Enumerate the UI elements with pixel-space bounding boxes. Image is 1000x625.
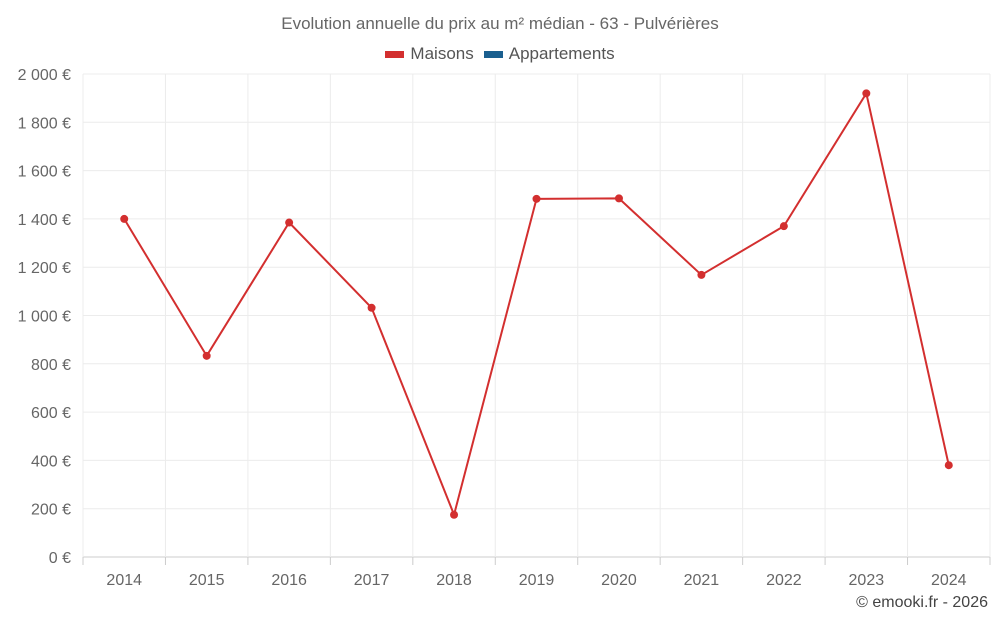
y-tick-label: 1 200 € xyxy=(18,260,71,277)
legend-label-maisons: Maisons xyxy=(410,44,474,63)
credit: © emooki.fr - 2026 xyxy=(856,594,988,611)
data-point-maisons xyxy=(367,303,376,312)
y-tick-label: 1 600 € xyxy=(18,164,71,181)
y-tick-label: 600 € xyxy=(31,405,71,422)
x-tick-label: 2023 xyxy=(849,572,885,589)
y-tick-label: 800 € xyxy=(31,357,71,374)
x-tick-label: 2017 xyxy=(354,572,390,589)
legend-label-appartements: Appartements xyxy=(508,44,615,63)
y-tick-label: 0 € xyxy=(49,550,71,567)
data-point-maisons xyxy=(944,461,953,470)
x-tick-label: 2022 xyxy=(766,572,802,589)
y-tick-label: 1 000 € xyxy=(18,309,71,326)
y-tick-label: 1 800 € xyxy=(18,115,71,132)
data-point-maisons xyxy=(120,214,129,223)
y-tick-label: 1 400 € xyxy=(18,212,71,229)
legend: Maisons Appartements xyxy=(0,44,1000,64)
x-tick-label: 2015 xyxy=(189,572,225,589)
legend-swatch-appartements xyxy=(483,50,503,58)
x-tick-label: 2014 xyxy=(106,572,142,589)
data-point-maisons xyxy=(779,222,788,231)
data-point-maisons xyxy=(697,270,706,279)
data-point-maisons xyxy=(450,510,459,519)
x-tick-label: 2019 xyxy=(519,572,555,589)
data-point-maisons xyxy=(532,194,541,203)
x-tick-label: 2020 xyxy=(601,572,637,589)
data-point-maisons xyxy=(614,194,623,203)
data-point-maisons xyxy=(285,218,294,227)
y-tick-label: 200 € xyxy=(31,502,71,519)
y-tick-label: 2 000 € xyxy=(18,67,71,84)
legend-item-maisons[interactable]: Maisons xyxy=(385,44,474,64)
x-tick-label: 2024 xyxy=(931,572,967,589)
chart-title: Evolution annuelle du prix au m² médian … xyxy=(281,14,719,33)
x-tick-label: 2018 xyxy=(436,572,472,589)
y-tick-label: 400 € xyxy=(31,453,71,470)
legend-swatch-maisons xyxy=(385,50,405,58)
legend-item-appartements[interactable]: Appartements xyxy=(483,44,615,64)
x-tick-label: 2016 xyxy=(271,572,307,589)
x-tick-label: 2021 xyxy=(684,572,720,589)
data-point-maisons xyxy=(862,89,871,98)
data-point-maisons xyxy=(202,351,211,360)
